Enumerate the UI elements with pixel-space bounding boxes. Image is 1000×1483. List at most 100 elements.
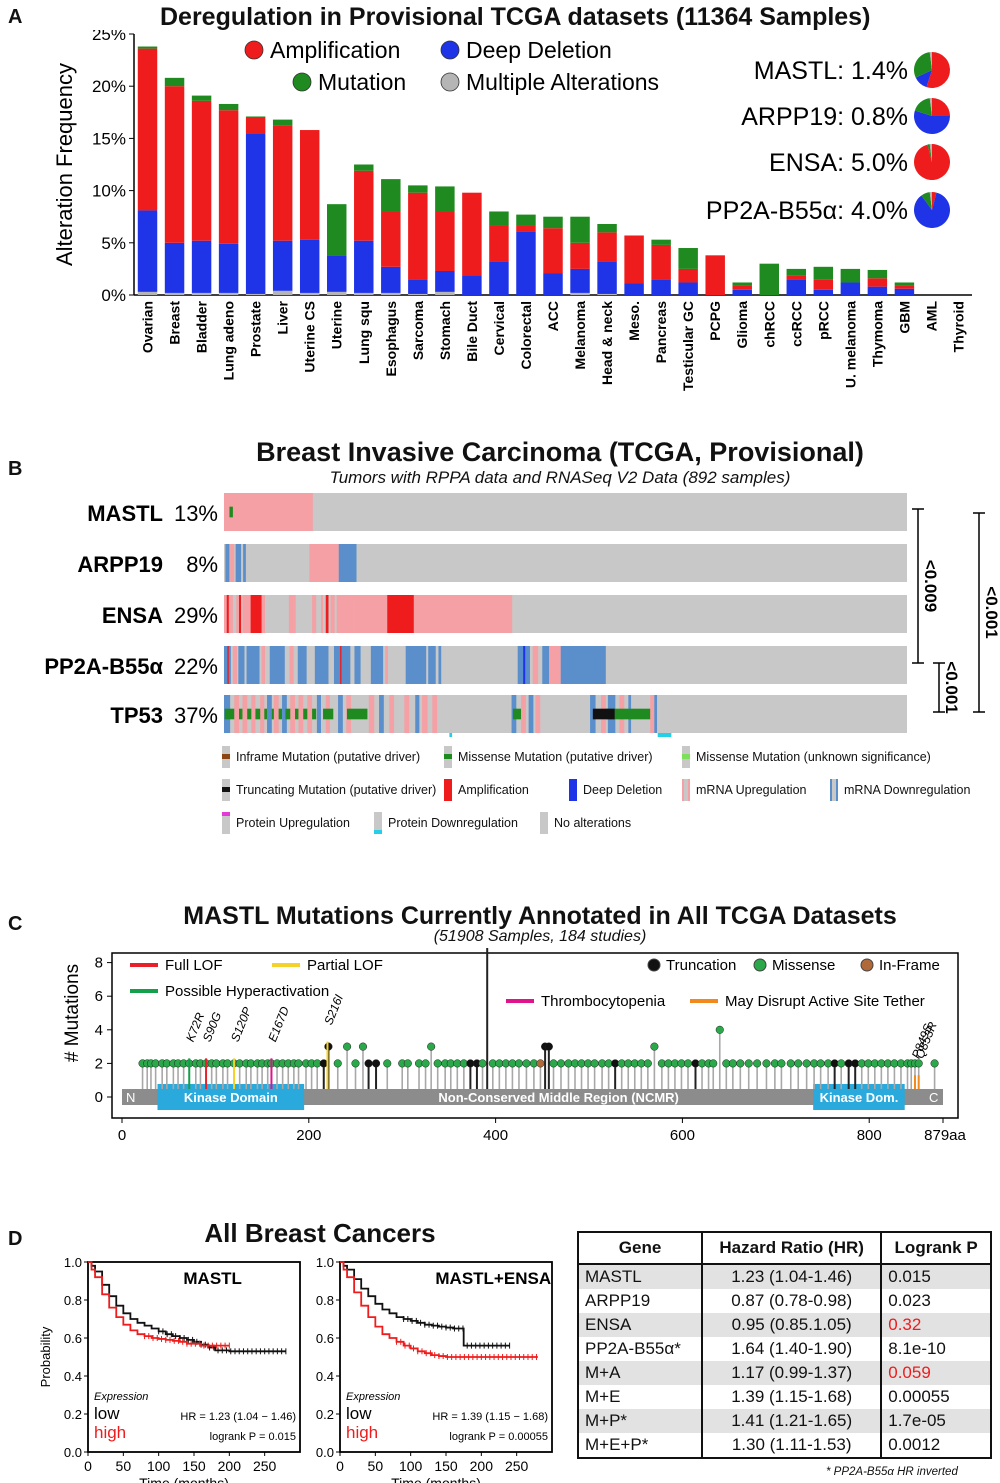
oncoprint-row-bg [224,493,907,531]
bar-segment [462,275,482,295]
bar-segment [651,279,671,295]
km-title: MASTL+ENSA [435,1269,551,1288]
bar-segment [813,289,834,295]
legend-swatch [222,746,230,768]
legend-label: In-Frame [879,957,940,974]
x-tick-label: Bile Duct [464,301,480,362]
oncoprint-legend: Inframe Mutation (putative driver) Missen… [222,746,992,841]
oncoprint-segment [413,595,513,633]
bar-segment [164,242,185,293]
oncoprint-pct-label: 8% [186,552,218,577]
legend-label: Missense [772,957,835,974]
legend-label: mRNA Downregulation [844,783,971,797]
legend-label: Protein Upregulation [236,816,350,830]
oncoprint-segment [309,544,339,582]
bar-segment [381,211,401,267]
legend-label: Mutation [318,69,406,95]
pie-slice [929,192,932,210]
table-row: ARPP19 0.87 (0.78-0.98) 0.023 [578,1289,991,1313]
oncoprint-segment [225,544,230,582]
bar-segment [624,235,644,284]
bar-segment [678,268,698,283]
p-cell: 0.015 [881,1264,991,1289]
oncoprint-segment [269,646,285,684]
x-tick-label: 150 [434,1458,458,1474]
legend-label: Thrombocytopenia [541,993,666,1010]
y-tick-label: 4 [95,1022,103,1039]
mutation-dot [383,1059,392,1068]
mutation-dot [478,1059,487,1068]
panel-c-title: MASTL Mutations Currently Annotated in A… [183,902,897,930]
x-tick-label: 0 [84,1458,92,1474]
legend-label: May Disrupt Active Site Tether [725,993,925,1010]
panel-d-letter: D [8,1228,23,1250]
x-tick-label: Head & neck [599,301,615,385]
bar-segment [408,279,428,294]
x-tick-label: 0 [118,1127,126,1144]
y-tick-label: 6 [95,988,103,1005]
pie-slice [914,144,951,180]
bar-segment [218,292,239,295]
bar-segment [191,100,212,241]
bar-segment [624,283,644,295]
hr-cell: 1.64 (1.40-1.90) [702,1337,883,1361]
panel-c-subtitle: (51908 Samples, 184 studies) [433,928,647,945]
x-tick-label: Bladder [194,300,210,353]
oncoprint-segment [405,646,427,684]
legend-dot [244,40,264,60]
legend-line-swatch [130,989,158,993]
y-axis-label: # Mutations [62,964,83,1062]
mutation-dot [536,1059,545,1068]
bar-segment [435,291,455,295]
y-tick-label: 8 [95,955,103,972]
y-tick-label: 0.8 [64,1293,82,1308]
bar-segment [408,192,428,280]
km-legend-title: Expression [94,1391,148,1403]
hr-cell: 0.95 (0.85.1.05) [702,1313,883,1337]
oncoprint-legend-item: Amplification [444,779,529,801]
y-axis-label: Alteration Frequency [52,63,77,266]
panel-a-title: Deregulation in Provisional TCGA dataset… [160,3,871,31]
x-length-label: 879aa [924,1127,966,1144]
km-legend-high: high [94,1423,126,1442]
mutation-dot [590,1059,599,1068]
legend-dot [440,40,460,60]
oncoprint-segment [549,646,561,684]
oncoprint-row-bg [224,695,907,733]
x-tick-label: 250 [253,1458,277,1474]
pie-slice [915,70,932,88]
bar-segment [218,110,239,244]
oncoprint-segment [243,544,246,582]
oncoprint-segment [298,695,304,733]
oncoprint-segment [289,646,294,684]
km-title: MASTL [183,1269,242,1288]
legend-dot [753,958,767,972]
oncoprint-segment [250,595,263,633]
x-tick-label: Testicular GC [680,301,696,391]
bar-segment [786,268,807,276]
mutation-dot [372,1059,381,1068]
bar-segment [435,186,455,212]
mutation-dot [358,1042,368,1051]
table-row: PP2A-B55α* 1.64 (1.40-1.90) 8.1e-10 [578,1337,991,1361]
x-tick-label: chRCC [761,301,777,348]
oncoprint-segment [226,595,229,633]
mutation-dot [816,1059,825,1068]
y-tick-label: 0.0 [64,1445,82,1460]
mutation-dot [753,1059,762,1068]
mutation-dot [709,1059,718,1068]
bar-segment [732,289,752,295]
y-tick-label: 0% [101,286,126,305]
oncoprint-segment [261,595,265,633]
bar-segment [597,261,617,294]
table-row: M+E 1.39 (1.15-1.68) 0.00055 [578,1385,991,1409]
bar-segment [435,270,455,292]
mutation-dot [343,1042,352,1051]
gene-cell: M+A [578,1361,704,1385]
p-cell: 0.059 [881,1361,991,1385]
bar-segment [164,77,185,87]
bar-segment [354,164,374,171]
oncoprint-segment [592,708,615,720]
bar-segment [570,242,590,269]
bar-segment [272,240,293,291]
